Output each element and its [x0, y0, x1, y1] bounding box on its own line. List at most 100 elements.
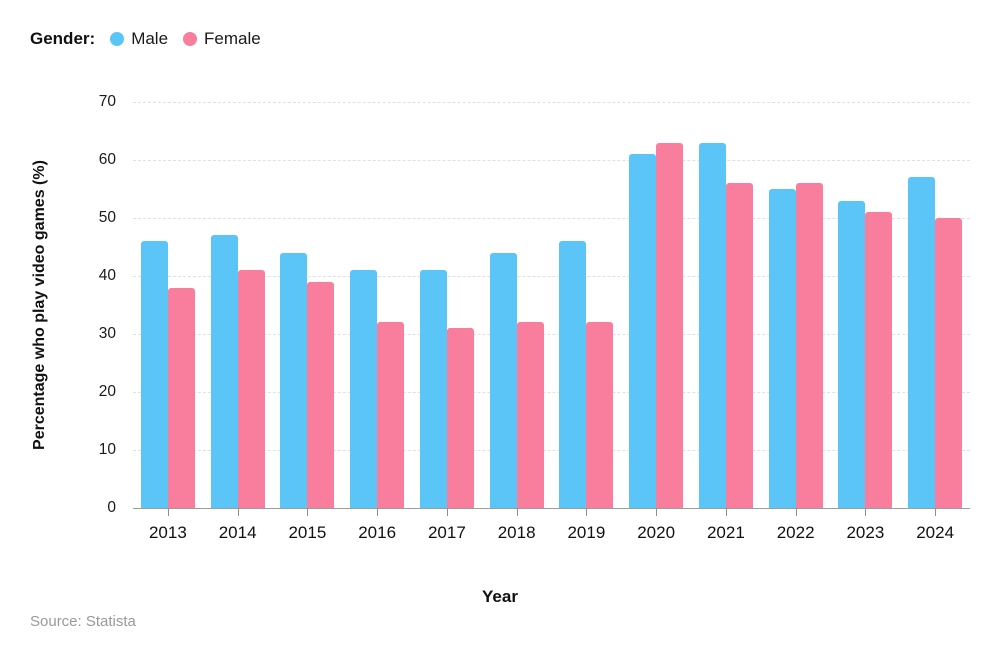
- gridline-50: [133, 218, 970, 219]
- x-tick-2013: [167, 508, 169, 516]
- bar-male-2022: [768, 189, 796, 508]
- x-label-2024: 2024: [916, 523, 955, 542]
- bar-male-2014: [210, 235, 238, 508]
- legend: Gender: Male Female: [30, 28, 261, 50]
- bar-female-2024: [935, 218, 963, 508]
- bar-pair-2014: [210, 235, 265, 508]
- gridline-60: [133, 160, 970, 161]
- bar-female-2014: [237, 270, 265, 508]
- x-label-2023: 2023: [846, 523, 885, 542]
- y-tick-label-50: 50: [98, 209, 116, 226]
- bar-group-2016: 2016: [342, 102, 412, 542]
- bar-female-2017: [446, 328, 474, 508]
- bar-pair-2024: [908, 177, 963, 508]
- gridline-10: [133, 450, 970, 451]
- legend-item-male: Male: [110, 28, 168, 50]
- bar-male-2024: [908, 177, 936, 508]
- x-tick-2019: [586, 508, 588, 516]
- legend-dot-male: [110, 32, 125, 46]
- gridline-70: [133, 102, 970, 103]
- x-label-2022: 2022: [776, 523, 815, 542]
- bar-male-2023: [838, 200, 866, 508]
- y-tick-label-0: 0: [107, 499, 116, 516]
- bar-group-2023: 2023: [831, 102, 901, 542]
- legend-dot-female: [183, 32, 198, 46]
- y-tick-label-30: 30: [98, 325, 116, 342]
- bar-pair-2023: [838, 200, 893, 508]
- bar-female-2018: [516, 322, 544, 508]
- bar-pair-2022: [768, 183, 823, 508]
- x-label-2016: 2016: [358, 523, 397, 542]
- bar-group-2013: 2013: [133, 102, 203, 542]
- y-tick-label-20: 20: [98, 383, 116, 400]
- x-label-2021: 2021: [706, 523, 745, 542]
- bar-pair-2017: [419, 270, 474, 508]
- x-tick-2016: [377, 508, 379, 516]
- bar-group-2022: 2022: [761, 102, 831, 542]
- bar-male-2019: [559, 241, 587, 508]
- legend-title: Gender:: [30, 29, 96, 48]
- bar-pair-2015: [280, 252, 335, 508]
- bar-female-2021: [725, 183, 753, 508]
- bar-pair-2016: [350, 270, 405, 508]
- y-axis-title: Percentage who play video games (%): [31, 160, 48, 450]
- bar-pair-2020: [629, 142, 684, 508]
- gridline-20: [133, 392, 970, 393]
- bar-female-2022: [795, 183, 823, 508]
- legend-label: Male: [131, 29, 169, 48]
- bar-female-2019: [586, 322, 614, 508]
- x-label-2019: 2019: [567, 523, 606, 542]
- bar-group-2015: 2015: [273, 102, 343, 542]
- bar-female-2015: [307, 281, 335, 508]
- bar-pair-2019: [559, 241, 614, 508]
- bar-male-2016: [350, 270, 378, 508]
- legend-item-female: Female: [183, 28, 261, 50]
- bar-female-2013: [167, 287, 195, 508]
- bar-group-2019: 2019: [552, 102, 622, 542]
- gridline-30: [133, 334, 970, 335]
- x-label-2014: 2014: [218, 523, 257, 542]
- x-tick-2018: [516, 508, 518, 516]
- x-label-2018: 2018: [497, 523, 536, 542]
- source-note: Source: Statista: [30, 613, 136, 630]
- x-label-2013: 2013: [148, 523, 187, 542]
- bar-pair-2013: [140, 241, 195, 508]
- x-tick-2021: [725, 508, 727, 516]
- bar-male-2020: [629, 154, 657, 508]
- x-label-2015: 2015: [288, 523, 327, 542]
- bar-pair-2018: [489, 252, 544, 508]
- bar-female-2020: [656, 142, 684, 508]
- x-tick-2024: [935, 508, 937, 516]
- bar-group-2014: 2014: [203, 102, 273, 542]
- bar-male-2015: [280, 252, 308, 508]
- y-tick-label-70: 70: [98, 93, 116, 110]
- x-tick-2014: [237, 508, 239, 516]
- x-tick-2015: [307, 508, 309, 516]
- bar-pair-2021: [698, 142, 753, 508]
- x-tick-2020: [656, 508, 658, 516]
- y-tick-label-40: 40: [98, 267, 116, 284]
- x-label-2020: 2020: [637, 523, 676, 542]
- legend-label: Female: [204, 29, 261, 48]
- x-label-2017: 2017: [427, 523, 466, 542]
- plot-area: 0 10 20 30 40 50 60 70 2013 2014 2015 2016 2017 2018 2…: [99, 93, 970, 542]
- bar-female-2023: [865, 212, 893, 508]
- x-tick-2017: [446, 508, 448, 516]
- bar-male-2018: [489, 252, 517, 508]
- bar-group-2021: 2021: [691, 102, 761, 542]
- gridline-40: [133, 276, 970, 277]
- bar-group-2024: 2024: [900, 102, 970, 542]
- bar-groups: 2013 2014 2015 2016 2017 2018 2019 2020 2021 2022…: [133, 102, 970, 542]
- bar-group-2018: 2018: [482, 102, 552, 542]
- x-axis-title: Year: [482, 587, 518, 606]
- bar-group-2017: 2017: [412, 102, 482, 542]
- bar-male-2017: [419, 270, 447, 508]
- x-tick-2023: [865, 508, 867, 516]
- bar-male-2013: [140, 241, 168, 508]
- y-tick-label-60: 60: [98, 151, 116, 168]
- bar-group-2020: 2020: [621, 102, 691, 542]
- x-tick-2022: [795, 508, 797, 516]
- y-tick-label-10: 10: [98, 441, 116, 458]
- bar-female-2016: [377, 322, 405, 508]
